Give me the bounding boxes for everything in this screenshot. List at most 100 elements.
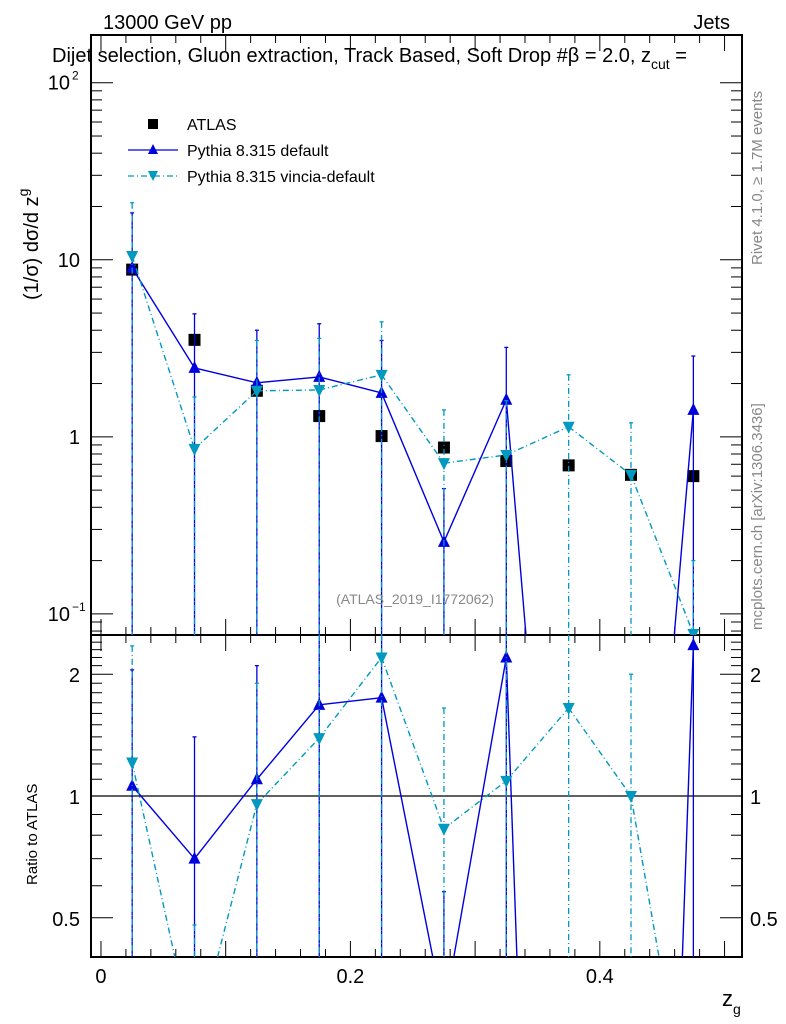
ratio-pythia-8-315-vincia-default-point bbox=[126, 757, 139, 770]
main-pythia-8-315-vincia-default-point bbox=[500, 449, 513, 462]
x-axis-label-sub: g bbox=[733, 1001, 741, 1017]
ratio-y-label: Ratio to ATLAS bbox=[24, 784, 41, 885]
ratio-pythia-8-315-vincia-default-point bbox=[375, 652, 388, 665]
x-tick-label: 0.2 bbox=[336, 966, 364, 988]
y-axis-label-main: (1/σ) dσ/d z bbox=[21, 196, 43, 300]
main-atlas-point bbox=[437, 441, 450, 454]
main-pythia-8-315-default-point bbox=[188, 360, 201, 373]
ratio-y-tick-label: 2 bbox=[69, 665, 80, 687]
main-pythia-8-315-default-line bbox=[319, 376, 382, 394]
main-atlas-point bbox=[562, 459, 575, 472]
ratio-pythia-8-315-vincia-default-point bbox=[313, 733, 326, 746]
main-pythia-8-315-vincia-default-line bbox=[506, 426, 569, 456]
main-pythia-8-315-default-point bbox=[126, 260, 139, 273]
x-tick-label: 0.4 bbox=[586, 966, 614, 988]
ratio-pythia-8-315-default-point bbox=[188, 851, 201, 864]
ratio-y-tick-label: 0.5 bbox=[52, 909, 80, 931]
ratio-pythia-8-315-vincia-default-point bbox=[437, 823, 450, 836]
mcplots-text: mcplots.cern.ch [arXiv:1306.3436] bbox=[749, 403, 766, 630]
main-pythia-8-315-vincia-default-line bbox=[319, 374, 382, 391]
ratio-pythia-8-315-default-point bbox=[687, 638, 700, 651]
main-pythia-8-315-default-line bbox=[380, 392, 445, 543]
ratio-pythia-8-315-vincia-default-line bbox=[318, 657, 383, 739]
main-pythia-8-315-default-point bbox=[500, 392, 513, 405]
main-pythia-8-315-vincia-default-point bbox=[313, 384, 326, 397]
y-tick-label-exponent: 2 bbox=[72, 69, 79, 83]
ratio-pythia-8-315-vincia-default-point bbox=[562, 703, 575, 716]
ratio-pythia-8-315-vincia-default-line bbox=[256, 737, 320, 805]
y-tick-label: 1 bbox=[69, 427, 80, 449]
ratio-pythia-8-315-default-line bbox=[380, 697, 434, 957]
main-pythia-8-315-vincia-default-point bbox=[687, 628, 700, 635]
main-pythia-8-315-default-line bbox=[673, 409, 695, 635]
ratio-pythia-8-315-default-line bbox=[193, 778, 258, 860]
y-tick-label: 10 bbox=[58, 250, 80, 272]
ratio-pythia-8-315-vincia-default-line bbox=[568, 707, 632, 797]
x-tick-label: 0 bbox=[95, 966, 106, 988]
ratio-pythia-8-315-vincia-default-point bbox=[250, 799, 263, 812]
main-pythia-8-315-vincia-default-point bbox=[562, 421, 575, 434]
ratio-y-tick-label: 1 bbox=[69, 787, 80, 809]
ratio-axes: 0 0.2 0.4 0.5 0.5 1 1 2 2 bbox=[52, 634, 778, 988]
ratio-pythia-8-315-default-line bbox=[256, 704, 320, 780]
main-pythia-8-315-default-line bbox=[505, 399, 527, 635]
ratio-y-tick-label-right: 0.5 bbox=[750, 909, 778, 931]
y-tick-label: 10 bbox=[48, 604, 70, 626]
legend-marker-pythia-vincia bbox=[148, 171, 158, 181]
ratio-y-tick-label-right: 2 bbox=[750, 665, 761, 687]
ratio-pythia-8-315-default-point bbox=[500, 650, 513, 663]
legend-label-pythia-default: Pythia 8.315 default bbox=[187, 143, 329, 160]
y-axis-label: (1/σ) dσ/d zg bbox=[15, 189, 43, 300]
plot-title: Dijet selection, Gluon extraction, Track… bbox=[52, 45, 687, 72]
ratio-pythia-8-315-default-point bbox=[126, 778, 139, 791]
y-axis-label-sub: g bbox=[15, 189, 31, 197]
main-pythia-8-315-vincia-default-point bbox=[625, 469, 638, 482]
ratio-pythia-8-315-vincia-default-line bbox=[505, 707, 570, 782]
main-pythia-8-315-vincia-default-line bbox=[568, 426, 632, 476]
ratio-pythia-8-315-vincia-default-line bbox=[131, 762, 176, 957]
ratio-pythia-8-315-vincia-default-line bbox=[380, 657, 445, 829]
main-pythia-8-315-vincia-default-point bbox=[375, 369, 388, 382]
main-pythia-8-315-vincia-default-line bbox=[381, 374, 445, 464]
legend-marker-pythia-default bbox=[148, 144, 158, 154]
ratio-pythia-8-315-default-line bbox=[681, 645, 695, 957]
ratio-data bbox=[126, 635, 700, 957]
main-pythia-8-315-vincia-default-point bbox=[437, 458, 450, 471]
title-sub: cut bbox=[651, 56, 670, 72]
ratio-pythia-8-315-vincia-default-point bbox=[625, 791, 638, 803]
ratio-pythia-8-315-vincia-default-line bbox=[630, 795, 660, 957]
watermark: (ATLAS_2019_I1772062) bbox=[336, 591, 494, 607]
rivet-version-text: Rivet 4.1.0, ≥ 1.7M events bbox=[749, 91, 766, 265]
main-pythia-8-315-default-line bbox=[256, 376, 320, 384]
main-pythia-8-315-default-line bbox=[131, 267, 196, 369]
main-data bbox=[126, 202, 700, 635]
ratio-pythia-8-315-default-line bbox=[505, 657, 518, 957]
x-axis-label-main: z bbox=[722, 986, 733, 1011]
main-pythia-8-315-vincia-default-point bbox=[126, 251, 139, 264]
y-tick-label-exponent: −1 bbox=[72, 600, 86, 614]
ratio-pythia-8-315-vincia-default-line bbox=[216, 803, 258, 957]
ratio-pythia-8-315-default-line bbox=[453, 657, 507, 957]
ratio-y-tick-label-right: 1 bbox=[750, 787, 761, 809]
ratio-pythia-8-315-vincia-default-point bbox=[500, 775, 513, 788]
ratio-pythia-8-315-vincia-default-line bbox=[443, 780, 507, 830]
main-pythia-8-315-default-point bbox=[687, 402, 700, 415]
main-pythia-8-315-vincia-default-point bbox=[250, 385, 263, 398]
y-tick-label: 10 bbox=[48, 73, 70, 95]
main-pythia-8-315-vincia-default-line bbox=[443, 454, 507, 464]
main-pythia-8-315-default-line bbox=[443, 399, 507, 543]
header-right: Jets bbox=[693, 12, 730, 34]
main-pythia-8-315-vincia-default-line bbox=[256, 389, 320, 392]
main-pythia-8-315-default-point bbox=[313, 369, 326, 382]
header-left: 13000 GeV pp bbox=[103, 12, 232, 34]
x-axis-label: zg bbox=[722, 986, 741, 1017]
main-pythia-8-315-vincia-default-line bbox=[630, 474, 695, 635]
ratio-pythia-8-315-default-line bbox=[319, 696, 382, 706]
legend-label-atlas: ATLAS bbox=[187, 117, 237, 134]
legend: ATLAS Pythia 8.315 default Pythia 8.315 … bbox=[128, 117, 375, 186]
title-end: = bbox=[670, 45, 687, 67]
main-pythia-8-315-vincia-default-line bbox=[194, 390, 258, 450]
main-pythia-8-315-default-line bbox=[194, 367, 258, 384]
main-pythia-8-315-vincia-default-point bbox=[188, 443, 201, 456]
